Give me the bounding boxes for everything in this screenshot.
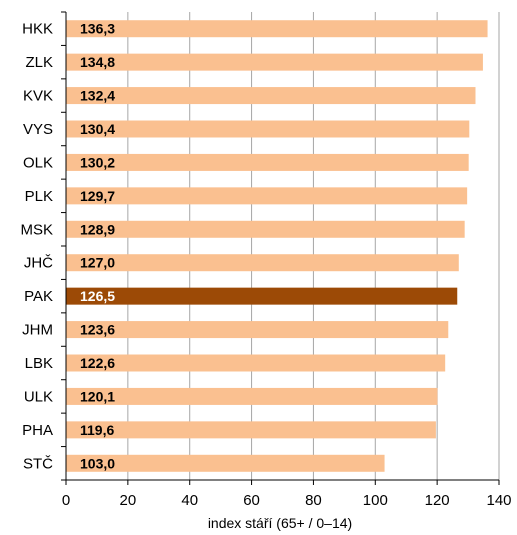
bar-vys bbox=[66, 120, 470, 138]
x-tick-label: 40 bbox=[181, 492, 198, 509]
category-label: ULK bbox=[24, 388, 53, 405]
data-label: 119,6 bbox=[80, 422, 114, 438]
data-label: 120,1 bbox=[80, 388, 115, 404]
category-label: JHČ bbox=[24, 255, 53, 272]
bar-hkk bbox=[66, 20, 488, 38]
x-tick-label: 0 bbox=[62, 492, 70, 509]
bar-jhč bbox=[66, 254, 459, 272]
axes bbox=[61, 11, 500, 485]
data-label: 132,4 bbox=[80, 88, 115, 104]
category-label: LBK bbox=[25, 355, 53, 372]
bar-msk bbox=[66, 220, 465, 238]
category-label: JHM bbox=[22, 322, 53, 339]
bars: 136,3 134,8 132,4 130,4 130,2 129,7 128,9 127,0… bbox=[66, 20, 488, 472]
data-label: 122,6 bbox=[80, 355, 115, 371]
x-axis-title: index stáří (65+ / 0–14) bbox=[208, 515, 352, 531]
x-tick-label: 140 bbox=[486, 492, 511, 509]
bar-olk bbox=[66, 153, 469, 171]
data-label: 130,2 bbox=[80, 154, 115, 170]
bar-plk bbox=[66, 187, 468, 205]
x-tick-labels: 0 20 40 60 80 100 120 140 bbox=[62, 492, 512, 509]
bar-ulk bbox=[66, 387, 438, 405]
x-tick-label: 120 bbox=[425, 492, 450, 509]
bar-kvk bbox=[66, 87, 476, 105]
bar-pha bbox=[66, 421, 436, 439]
data-label: 134,8 bbox=[80, 54, 115, 70]
data-label: 103,0 bbox=[80, 455, 115, 471]
category-label: PHA bbox=[22, 422, 53, 439]
x-tick-label: 100 bbox=[363, 492, 388, 509]
category-label: OLK bbox=[23, 154, 53, 171]
category-label: PAK bbox=[24, 288, 53, 305]
bar-jhm bbox=[66, 321, 449, 339]
x-tick-label: 60 bbox=[243, 492, 260, 509]
data-label: 128,9 bbox=[80, 221, 115, 237]
data-label: 136,3 bbox=[80, 21, 115, 37]
data-label: 126,5 bbox=[80, 288, 115, 304]
bar-lbk bbox=[66, 354, 446, 372]
category-label: PLK bbox=[25, 188, 53, 205]
category-label: KVK bbox=[23, 88, 53, 105]
bar-stč bbox=[66, 454, 385, 472]
x-tick-label: 80 bbox=[305, 492, 322, 509]
data-label: 127,0 bbox=[80, 255, 115, 271]
category-label: HKK bbox=[22, 21, 53, 38]
bar-pak bbox=[66, 287, 458, 305]
category-label: ZLK bbox=[25, 54, 53, 71]
gridlines bbox=[127, 12, 500, 480]
category-labels: HKK ZLK KVK VYS OLK PLK MSK JHČ PAK JHM LBK ULK PHA S… bbox=[20, 21, 53, 473]
data-label: 130,4 bbox=[80, 121, 115, 137]
x-tick-label: 20 bbox=[120, 492, 137, 509]
category-label: MSK bbox=[20, 221, 53, 238]
category-label: VYS bbox=[23, 121, 53, 138]
data-label: 123,6 bbox=[80, 322, 115, 338]
category-label: STČ bbox=[23, 455, 53, 472]
data-label: 129,7 bbox=[80, 188, 115, 204]
bar-zlk bbox=[66, 53, 483, 71]
